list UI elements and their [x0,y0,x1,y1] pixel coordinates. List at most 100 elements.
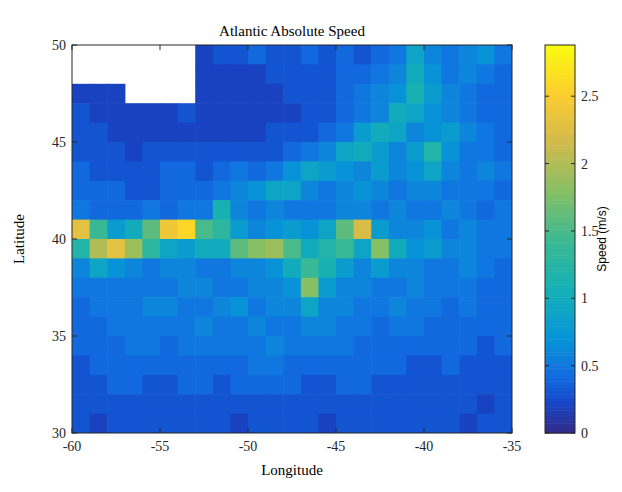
cell [371,355,389,375]
cell [107,200,125,220]
cell [160,258,178,278]
cell [406,64,424,84]
cell [442,258,460,278]
colorbar-swatch [545,100,575,104]
cell [354,375,372,395]
cell [230,123,248,143]
cell [283,317,301,337]
cell [336,258,354,278]
cell [406,220,424,240]
colorbar-swatch [545,245,575,249]
colorbar-swatch [545,139,575,143]
cell [424,142,442,162]
cell [283,258,301,278]
cell [107,414,125,433]
cell [266,103,284,123]
cell [371,317,389,337]
cell [107,161,125,181]
cell [90,220,108,240]
x-tick [424,45,425,50]
cell [248,45,266,65]
cell [318,375,336,395]
cell [301,161,319,181]
colorbar-swatch [545,378,575,382]
y-tick [507,433,512,434]
cell [494,103,512,123]
cell [266,278,284,298]
cell [424,45,442,65]
cell [195,200,213,220]
colorbar-swatch [545,427,575,431]
cell [477,64,495,84]
cell [230,336,248,356]
colorbar-tick-label: 2.5 [581,89,599,104]
y-tick [507,142,512,143]
cell [195,414,213,433]
cell [354,103,372,123]
cell [494,181,512,201]
colorbar-swatch [545,262,575,266]
cell [406,239,424,259]
cell [266,239,284,259]
colorbar-swatch [545,51,575,55]
cell [72,355,90,375]
cell [213,45,231,65]
cell [459,123,477,143]
cell [318,103,336,123]
cell [389,84,407,104]
cell [90,161,108,181]
cell [301,181,319,201]
cell [72,84,90,104]
colorbar-tick-label: 2 [581,157,588,172]
cell [195,317,213,337]
cell [195,64,213,84]
colorbar-swatch [545,116,575,120]
cell [406,103,424,123]
cell [459,220,477,240]
cell [230,258,248,278]
cell [301,142,319,162]
cell [442,355,460,375]
colorbar-swatch [545,288,575,292]
colorbar-swatch [545,155,575,159]
cell [72,220,90,240]
cell [266,200,284,220]
cell [336,355,354,375]
cell [142,123,160,143]
colorbar-swatch [545,381,575,385]
colorbar-swatch [545,372,575,376]
cell [178,181,196,201]
cell [283,239,301,259]
cell [424,161,442,181]
cell [90,123,108,143]
colorbar-swatch [545,200,575,204]
cell [477,414,495,433]
colorbar-swatch [545,126,575,130]
colorbar-swatch [545,123,575,127]
cell [107,103,125,123]
cell [213,414,231,433]
colorbar-swatch [545,174,575,178]
colorbar-swatch [545,362,575,366]
cell [442,297,460,317]
cell [336,336,354,356]
cell [72,161,90,181]
cell [72,336,90,356]
cell [283,394,301,414]
cell [389,394,407,414]
y-tick-label: 50 [52,38,66,53]
cell [494,64,512,84]
cell [142,181,160,201]
cell [318,200,336,220]
cell [406,355,424,375]
cell [283,278,301,298]
cell [477,84,495,104]
cell [230,142,248,162]
colorbar-swatch [545,74,575,78]
cell [107,142,125,162]
cell [266,84,284,104]
cell [459,317,477,337]
cell [125,297,143,317]
cell [442,220,460,240]
colorbar-swatch [545,213,575,217]
